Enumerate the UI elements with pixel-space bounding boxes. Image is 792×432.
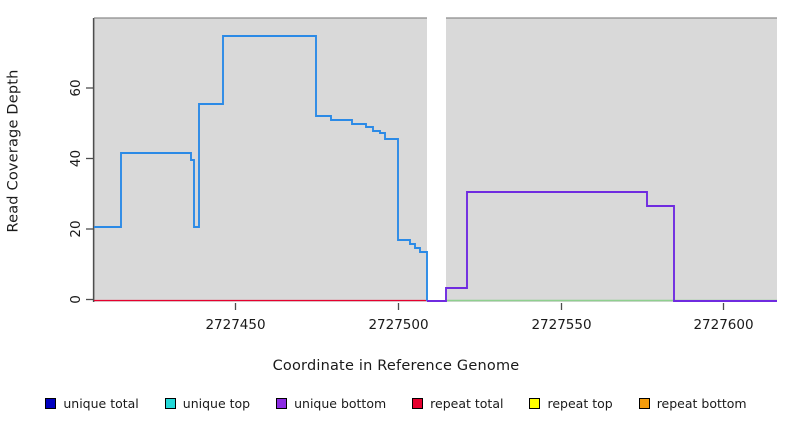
legend-item-repeat-total: repeat total — [412, 396, 503, 411]
x-tick-label: 2727600 — [693, 317, 753, 333]
y-axis-tick-labels: 0 20 40 60 — [68, 79, 84, 303]
x-tick-label: 2727450 — [205, 317, 265, 333]
legend-swatch-icon — [45, 398, 57, 409]
legend-label: unique total — [63, 396, 139, 411]
legend-label: repeat bottom — [656, 396, 747, 411]
chart-legend: unique total unique top unique bottom re… — [0, 396, 792, 411]
legend-label: unique top — [182, 396, 251, 411]
y-tick-label: 0 — [68, 295, 84, 304]
y-tick-label: 40 — [68, 150, 84, 167]
legend-item-unique-bottom: unique bottom — [276, 396, 386, 411]
y-tick-label: 60 — [68, 79, 84, 96]
legend-swatch-icon — [412, 398, 424, 409]
legend-swatch-icon — [164, 398, 176, 409]
x-axis-ticks — [234, 303, 725, 310]
x-tick-label: 2727500 — [368, 317, 428, 333]
y-tick-label: 20 — [68, 220, 84, 237]
x-tick-label: 2727550 — [531, 317, 591, 333]
series-unique-bottom-line — [427, 191, 777, 302]
legend-swatch-icon — [638, 398, 650, 409]
coverage-gap-band — [427, 18, 446, 302]
legend-label: unique bottom — [294, 396, 387, 411]
legend-swatch-icon — [276, 398, 288, 409]
legend-item-unique-top: unique top — [164, 396, 251, 411]
y-axis-ticks — [86, 87, 94, 301]
x-axis-tick-labels: 2727450 2727500 2727550 2727600 — [205, 317, 753, 333]
legend-item-unique-total: unique total — [45, 396, 139, 411]
series-unique-top-line — [94, 35, 428, 301]
legend-item-repeat-bottom: repeat bottom — [638, 396, 747, 411]
legend-swatch-icon — [529, 398, 541, 409]
plot-canvas: 0 20 40 60 2727450 2727500 2727550 27276… — [68, 17, 777, 333]
x-axis-title: Coordinate in Reference Genome — [272, 358, 520, 374]
legend-label: repeat total — [430, 396, 504, 411]
legend-item-repeat-top: repeat top — [529, 396, 613, 411]
legend-label: repeat top — [547, 396, 613, 411]
